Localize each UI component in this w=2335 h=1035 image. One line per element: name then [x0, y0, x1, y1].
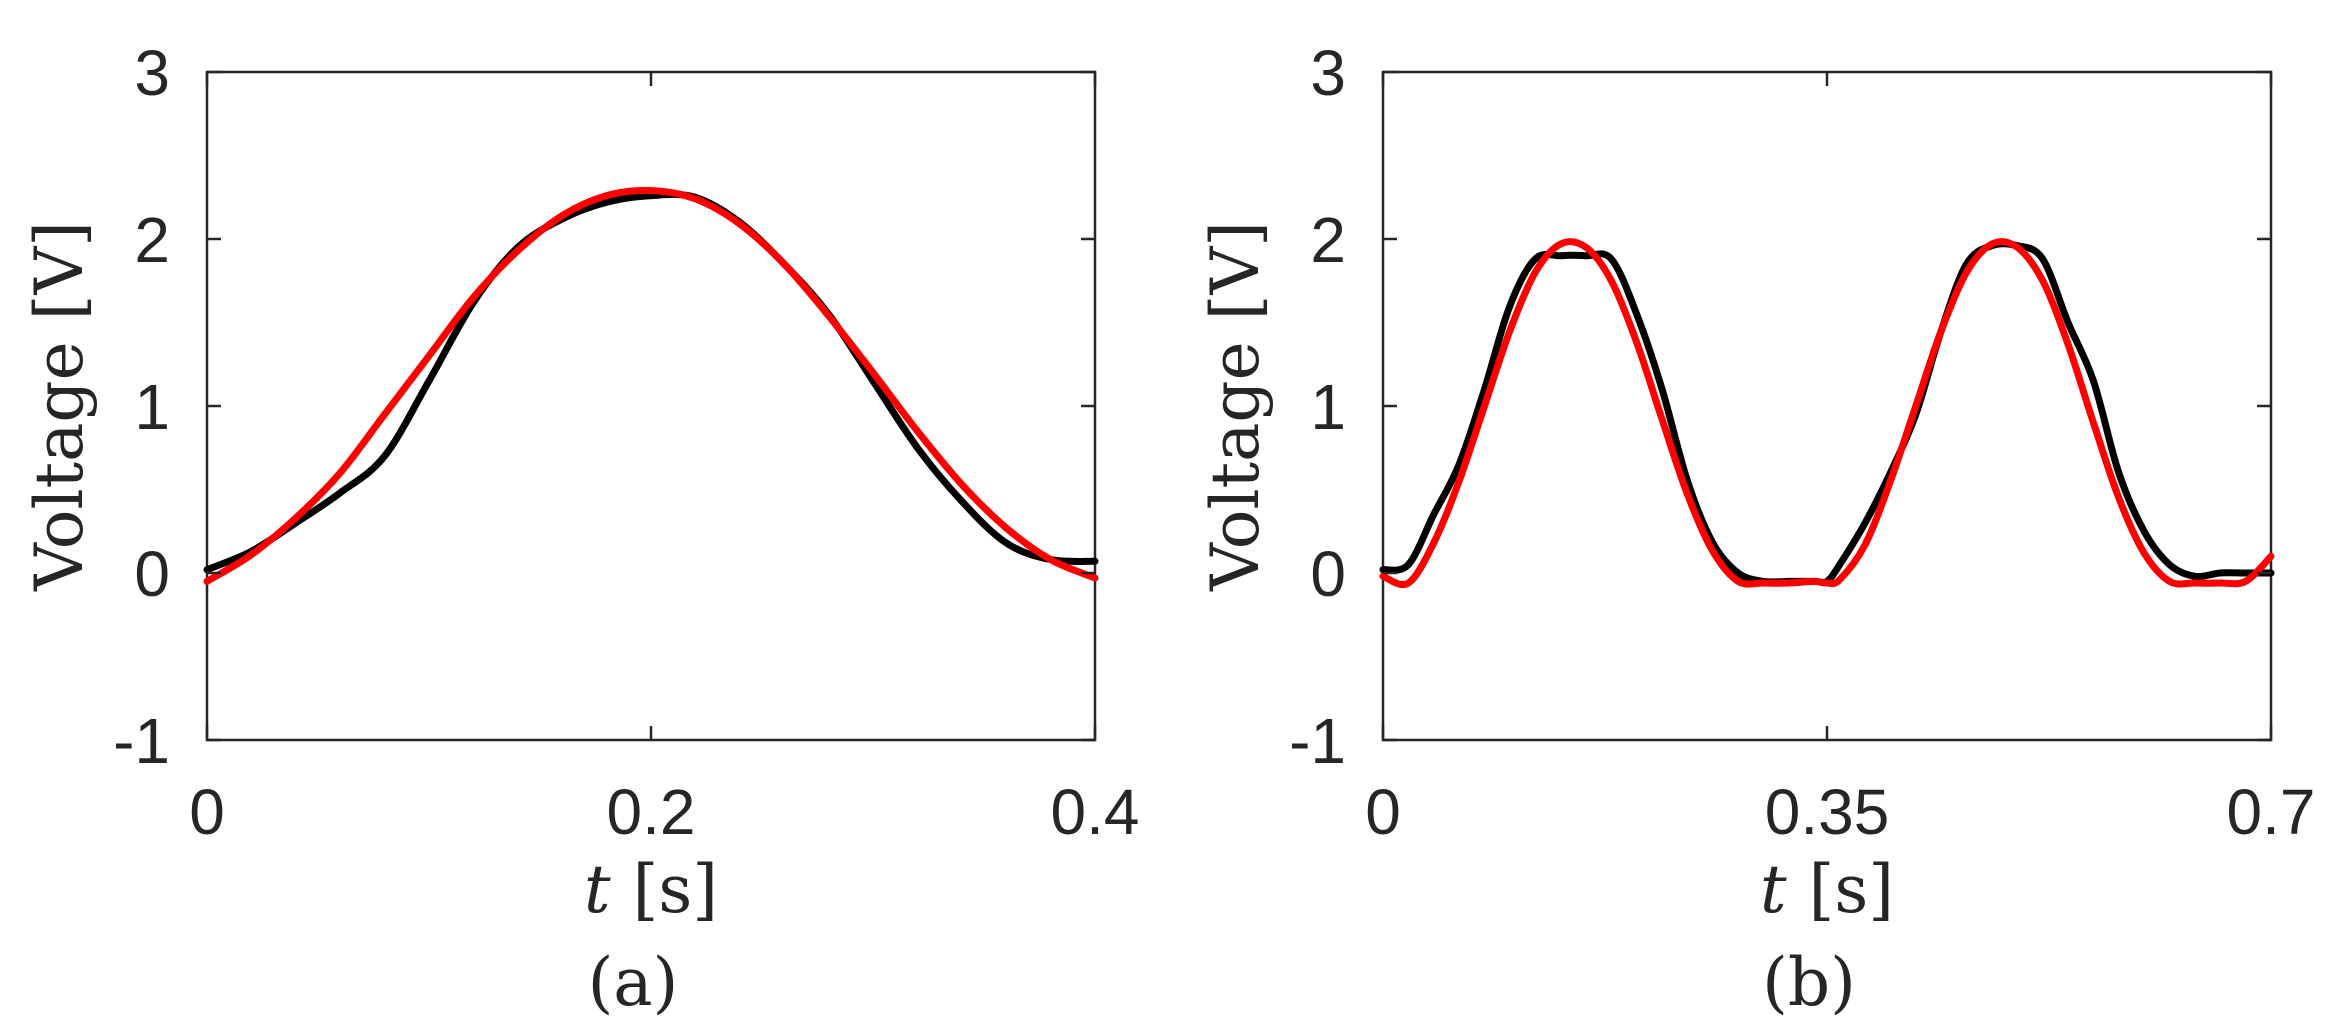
ytick-label: 2	[134, 204, 170, 276]
red-series-line	[203, 186, 1099, 585]
panel-caption-a: (a)	[588, 944, 679, 1021]
panel-caption-b: (b)	[1762, 944, 1856, 1021]
plot-frame-a	[205, 70, 1097, 742]
xtick-label: 0.35	[1765, 776, 1890, 848]
x-axis-label-b: t [s]	[1760, 851, 1894, 928]
ytick-label: 0	[1310, 538, 1346, 610]
xtick-label: 0.7	[2227, 776, 2316, 848]
ticks-group-a	[205, 70, 1097, 742]
x-axis-unit: [s]	[633, 851, 718, 928]
x-axis-label-a: t [s]	[584, 851, 718, 928]
x-axis-variable: t	[1760, 851, 1787, 928]
x-axis-unit: [s]	[1809, 851, 1894, 928]
ytick-label: -1	[113, 705, 170, 777]
y-axis-label-b: Voltage [V]	[1197, 221, 1274, 592]
ytick-label: -1	[1289, 705, 1346, 777]
series-group-a	[203, 186, 1099, 585]
ticks-group-b	[1381, 70, 2273, 742]
x-axis-variable: t	[584, 851, 611, 928]
xtick-label: 0	[189, 776, 225, 848]
plot-frame-b	[1381, 70, 2273, 742]
series-group-b	[1379, 238, 2275, 588]
xtick-label: 0.2	[607, 776, 696, 848]
ytick-label: 1	[134, 371, 170, 443]
y-axis-label-a: Voltage [V]	[21, 221, 98, 592]
black-series-line	[203, 190, 1099, 574]
ytick-label: 3	[134, 37, 170, 109]
panel-a: -1 0 1 2 3 0 0.2 0.4 t [s] Voltage [V] (…	[21, 37, 1139, 1021]
black-series-line	[1379, 240, 2275, 587]
red-series-line	[1379, 238, 2275, 588]
ytick-label: 2	[1310, 204, 1346, 276]
ytick-label: 3	[1310, 37, 1346, 109]
xtick-label: 0.4	[1051, 776, 1140, 848]
panel-b: -1 0 1 2 3 0 0.35 0.7 t [s] Voltage [V] …	[1197, 37, 2315, 1021]
xtick-label: 0	[1365, 776, 1401, 848]
ytick-label: 1	[1310, 371, 1346, 443]
ytick-label: 0	[134, 538, 170, 610]
